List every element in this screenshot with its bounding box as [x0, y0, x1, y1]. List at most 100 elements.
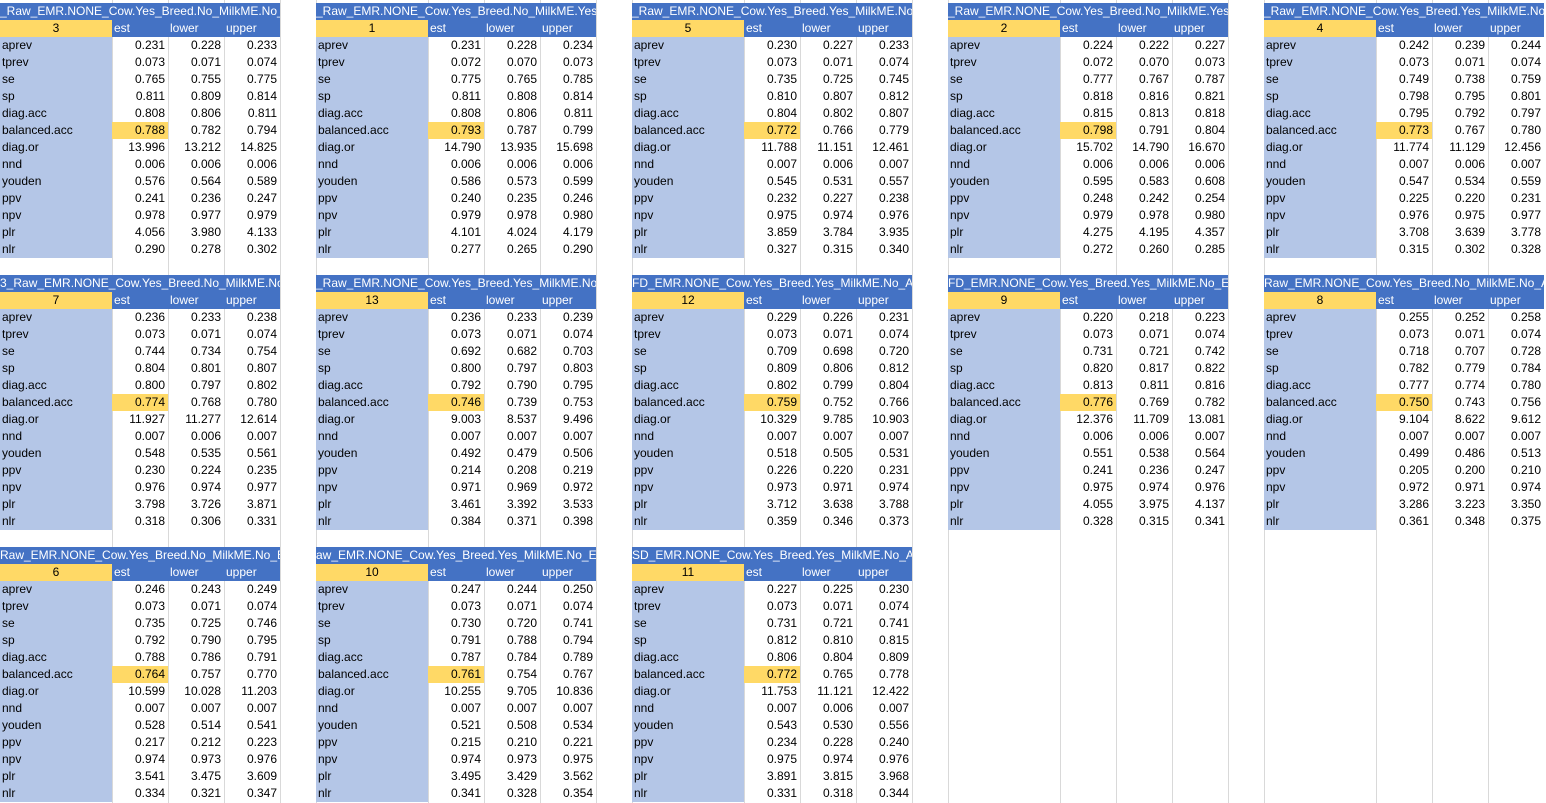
value-cell[interactable]: 0.327: [766, 242, 797, 256]
value-cell[interactable]: 0.007: [766, 701, 797, 715]
row-label[interactable]: balanced.acc: [318, 395, 389, 409]
value-cell[interactable]: 3.778: [1510, 225, 1541, 239]
value-cell[interactable]: 0.599: [562, 174, 593, 188]
row-label[interactable]: plr: [634, 225, 648, 239]
value-cell[interactable]: 0.976: [134, 480, 165, 494]
value-cell[interactable]: 11.203: [241, 684, 277, 698]
value-cell[interactable]: 0.302: [1454, 242, 1485, 256]
value-cell[interactable]: 0.238: [878, 191, 909, 205]
value-cell[interactable]: 14.790: [444, 140, 481, 154]
row-label[interactable]: nnd: [318, 429, 339, 443]
value-cell[interactable]: 4.101: [450, 225, 481, 239]
value-cell[interactable]: 0.810: [766, 89, 797, 103]
value-cell[interactable]: 0.785: [562, 72, 593, 86]
balanced-acc-est-cell[interactable]: 0.774: [112, 394, 168, 411]
value-cell[interactable]: 0.249: [246, 582, 277, 596]
value-cell[interactable]: 0.225: [1398, 191, 1429, 205]
value-cell[interactable]: 0.246: [134, 582, 165, 596]
value-cell[interactable]: 0.007: [878, 701, 909, 715]
value-cell[interactable]: 12.422: [872, 684, 909, 698]
value-cell[interactable]: 0.815: [878, 633, 909, 647]
value-cell[interactable]: 11.753: [761, 684, 797, 698]
value-cell[interactable]: 0.006: [562, 157, 593, 171]
value-cell[interactable]: 0.799: [562, 123, 593, 137]
value-cell[interactable]: 0.384: [450, 514, 481, 528]
value-cell[interactable]: 0.007: [450, 701, 481, 715]
value-cell[interactable]: 0.479: [506, 446, 537, 460]
value-cell[interactable]: 0.976: [1398, 208, 1429, 222]
value-cell[interactable]: 3.815: [822, 769, 853, 783]
value-cell[interactable]: 0.232: [766, 191, 797, 205]
value-cell[interactable]: 0.007: [190, 701, 221, 715]
block-title-cell[interactable]: FD_EMR.NONE_Cow.Yes_Breed.Yes_MilkME.No_…: [632, 275, 912, 292]
value-cell[interactable]: 0.797: [190, 378, 221, 392]
value-cell[interactable]: 0.007: [766, 157, 797, 171]
row-label[interactable]: plr: [634, 497, 648, 511]
row-label[interactable]: balanced.acc: [1266, 395, 1337, 409]
value-cell[interactable]: 0.318: [134, 514, 165, 528]
value-cell[interactable]: 0.725: [822, 72, 853, 86]
value-cell[interactable]: 0.813: [1082, 378, 1113, 392]
value-cell[interactable]: 0.765: [134, 72, 165, 86]
value-cell[interactable]: 0.006: [822, 701, 853, 715]
value-cell[interactable]: 0.486: [1454, 446, 1485, 460]
value-cell[interactable]: 0.721: [822, 616, 853, 630]
value-cell[interactable]: 0.531: [878, 446, 909, 460]
value-cell[interactable]: 0.073: [450, 599, 481, 613]
value-cell[interactable]: 0.348: [1454, 514, 1485, 528]
row-label[interactable]: npv: [1266, 208, 1286, 222]
value-cell[interactable]: 0.752: [822, 395, 853, 409]
value-cell[interactable]: 0.809: [766, 361, 797, 375]
row-label[interactable]: diag.or: [1266, 140, 1303, 154]
row-label[interactable]: npv: [318, 752, 338, 766]
value-cell[interactable]: 0.795: [1398, 106, 1429, 120]
value-cell[interactable]: 0.073: [766, 327, 797, 341]
value-cell[interactable]: 4.133: [246, 225, 277, 239]
value-cell[interactable]: 0.233: [878, 38, 909, 52]
row-label[interactable]: nlr: [318, 514, 332, 528]
value-cell[interactable]: 0.969: [506, 480, 537, 494]
value-cell[interactable]: 0.792: [134, 633, 165, 647]
value-cell[interactable]: 0.007: [1194, 429, 1225, 443]
balanced-acc-est-cell[interactable]: 0.759: [744, 394, 800, 411]
row-label[interactable]: aprev: [318, 38, 349, 52]
value-cell[interactable]: 0.234: [766, 735, 797, 749]
row-label[interactable]: youden: [318, 446, 358, 460]
value-cell[interactable]: 0.766: [878, 395, 909, 409]
value-cell[interactable]: 4.357: [1194, 225, 1225, 239]
column-header-est[interactable]: est: [428, 20, 484, 37]
row-label[interactable]: aprev: [950, 310, 981, 324]
value-cell[interactable]: 0.813: [1138, 106, 1169, 120]
value-cell[interactable]: 0.006: [1082, 157, 1113, 171]
value-cell[interactable]: 0.070: [1138, 55, 1169, 69]
row-label[interactable]: nnd: [2, 429, 23, 443]
value-cell[interactable]: 0.375: [1510, 514, 1541, 528]
value-cell[interactable]: 0.248: [1082, 191, 1113, 205]
value-cell[interactable]: 3.968: [878, 769, 909, 783]
column-header-est[interactable]: est: [744, 292, 800, 309]
value-cell[interactable]: 0.792: [1454, 106, 1485, 120]
block-title-cell[interactable]: _Raw_EMR.NONE_Cow.Yes_Breed.Yes_MilkME.N…: [1264, 3, 1544, 20]
value-cell[interactable]: 0.977: [1510, 208, 1541, 222]
block-number-cell[interactable]: 4: [1264, 20, 1376, 37]
value-cell[interactable]: 0.979: [246, 208, 277, 222]
value-cell[interactable]: 0.801: [190, 361, 221, 375]
row-label[interactable]: nnd: [1266, 429, 1287, 443]
value-cell[interactable]: 0.233: [190, 310, 221, 324]
value-cell[interactable]: 0.795: [562, 378, 593, 392]
value-cell[interactable]: 0.236: [450, 310, 481, 324]
value-cell[interactable]: 0.779: [878, 123, 909, 137]
value-cell[interactable]: 0.328: [506, 786, 537, 800]
value-cell[interactable]: 0.219: [562, 463, 593, 477]
value-cell[interactable]: 10.028: [184, 684, 221, 698]
row-label[interactable]: aprev: [634, 582, 665, 596]
value-cell[interactable]: 3.638: [822, 497, 853, 511]
row-label[interactable]: npv: [2, 480, 22, 494]
value-cell[interactable]: 11.121: [817, 684, 853, 698]
column-header-lower[interactable]: lower: [168, 564, 224, 581]
row-label[interactable]: sp: [2, 89, 15, 103]
value-cell[interactable]: 0.315: [1138, 514, 1169, 528]
value-cell[interactable]: 0.071: [506, 599, 537, 613]
value-cell[interactable]: 0.794: [562, 633, 593, 647]
row-label[interactable]: npv: [634, 752, 654, 766]
